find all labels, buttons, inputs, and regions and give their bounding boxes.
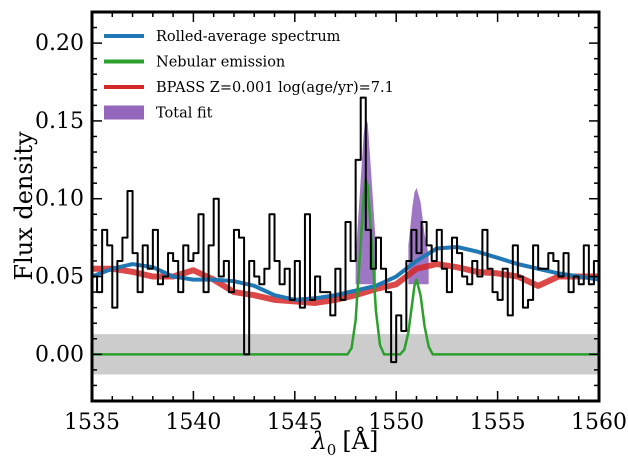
y-axis-label: Flux density (10, 131, 38, 281)
x-axis-label-symbol: λ (311, 427, 327, 455)
legend-label: BPASS Z=0.001 log(age/yr)=7.1 (156, 80, 394, 96)
y-tick-label: 0.20 (35, 31, 84, 56)
series-observed-spectrum (92, 96, 599, 364)
legend-label: Nebular emission (156, 55, 285, 71)
x-axis-label-subscript: 0 (327, 441, 337, 458)
y-tick-label: 0.05 (35, 265, 84, 290)
x-tick-label: 1555 (470, 410, 526, 435)
legend-swatch-total-fit (104, 105, 144, 120)
axis-ticks: 1535 1540 1545 1550 1555 1560 0.00 0.05 0.10 0.15… (35, 11, 627, 435)
x-tick-label: 1540 (165, 410, 221, 435)
x-axis-label: λ0 [Å] (311, 426, 379, 458)
x-axis-label-unit: [Å] (342, 426, 378, 455)
y-tick-label: 0.15 (35, 109, 84, 134)
x-tick-label: 1535 (64, 410, 120, 435)
legend-label: Rolled-average spectrum (156, 29, 341, 45)
legend-label: Total fit (156, 106, 213, 122)
y-tick-label: 0.10 (35, 187, 84, 212)
plot-data-layer (92, 96, 599, 375)
x-tick-label: 1550 (368, 410, 424, 435)
plot-frame (90, 10, 601, 403)
y-tick-label: 0.00 (35, 342, 84, 367)
series-nebular-emission (92, 178, 599, 356)
x-tick-label: 1545 (267, 410, 323, 435)
total-fit-region-1 (408, 187, 429, 285)
x-tick-label: 1560 (571, 410, 627, 435)
legend: Rolled-average spectrum Nebular emission B… (104, 29, 394, 122)
